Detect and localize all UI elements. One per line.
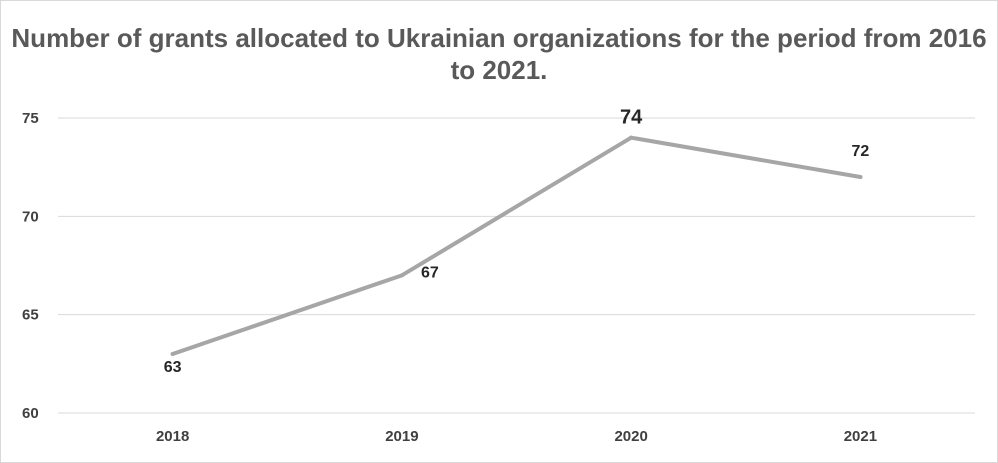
- x-tick-label: 2021: [844, 428, 877, 445]
- chart-title: Number of grants allocated to Ukrainian …: [11, 23, 987, 85]
- data-label: 74: [620, 107, 643, 129]
- data-label: 67: [421, 264, 439, 281]
- data-point: [170, 352, 175, 356]
- x-tick-label: 2020: [614, 428, 647, 445]
- y-tick-label: 60: [22, 405, 39, 422]
- data-label: 63: [164, 359, 182, 376]
- data-point: [858, 175, 863, 179]
- data-point: [399, 273, 404, 278]
- y-tick-label: 70: [22, 208, 39, 225]
- data-label: 72: [851, 143, 869, 160]
- x-tick-label: 2019: [385, 428, 418, 445]
- x-tick-label: 2018: [156, 428, 189, 445]
- series-line: [170, 135, 863, 356]
- y-tick-label: 75: [22, 110, 39, 127]
- data-point: [629, 135, 634, 140]
- y-tick-label: 65: [22, 307, 39, 324]
